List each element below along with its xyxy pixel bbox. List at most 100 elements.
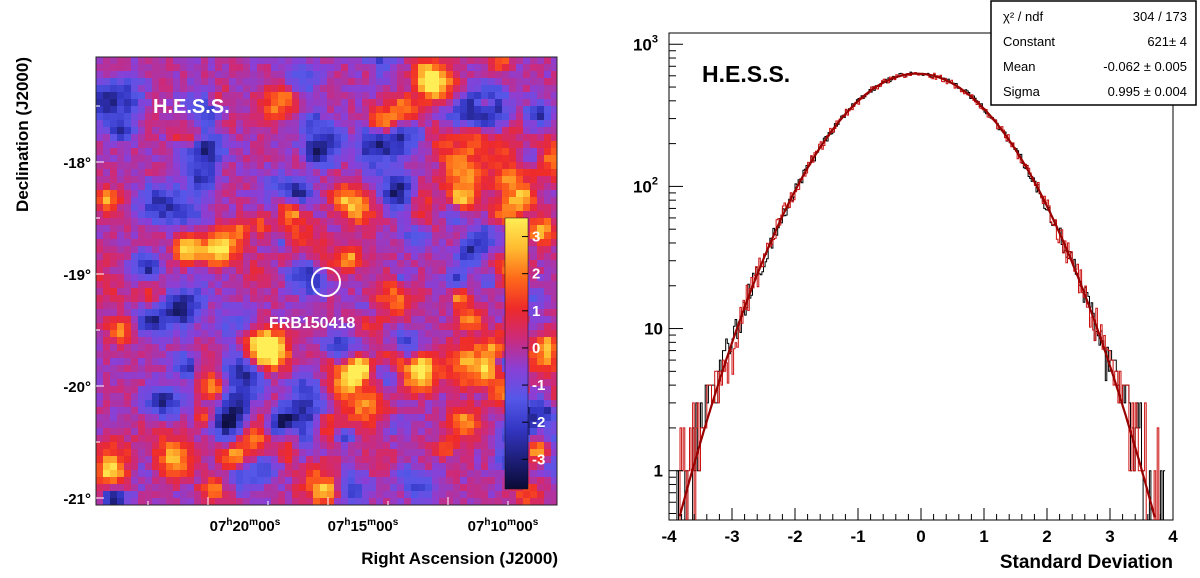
skymap-pixel: [131, 323, 139, 331]
skymap-pixel: [257, 372, 265, 380]
skymap-pixel: [369, 176, 377, 184]
skymap-pixel: [299, 190, 307, 198]
skymap-pixel: [355, 330, 363, 338]
skymap-pixel: [320, 379, 328, 387]
skymap-pixel: [369, 225, 377, 233]
skymap-pixel: [495, 449, 503, 457]
skymap-pixel: [341, 78, 349, 86]
skymap-pixel: [369, 169, 377, 177]
skymap-pixel: [180, 491, 188, 499]
skymap-pixel: [250, 372, 258, 380]
skymap-pixel: [411, 211, 419, 219]
skymap-pixel: [173, 190, 181, 198]
skymap-pixel: [299, 155, 307, 163]
skymap-pixel: [474, 316, 482, 324]
skymap-pixel: [110, 498, 118, 505]
skymap-pixel: [439, 225, 447, 233]
skymap-pixel: [138, 337, 146, 345]
skymap-pixel: [187, 232, 195, 240]
skymap-pixel: [292, 99, 300, 107]
skymap-pixel: [103, 113, 111, 121]
skymap-pixel: [411, 106, 419, 114]
skymap-pixel: [187, 358, 195, 366]
skymap-pixel: [425, 323, 433, 331]
skymap-pixel: [159, 106, 167, 114]
skymap-pixel: [411, 491, 419, 499]
skymap-pixel: [488, 344, 496, 352]
skymap-pixel: [96, 442, 104, 450]
skymap-pixel: [103, 78, 111, 86]
skymap-pixel: [145, 421, 153, 429]
skymap-pixel: [243, 435, 251, 443]
skymap-pixel: [418, 141, 426, 149]
skymap-pixel: [306, 267, 314, 275]
skymap-pixel: [222, 351, 230, 359]
skymap-pixel: [509, 169, 517, 177]
skymap-pixel: [320, 183, 328, 191]
skymap-pixel: [411, 295, 419, 303]
skymap-pixel: [523, 120, 531, 128]
skymap-pixel: [208, 113, 216, 121]
skymap-pixel: [516, 134, 524, 142]
skymap-pixel: [425, 288, 433, 296]
skymap-pixel: [341, 169, 349, 177]
skymap-pixel: [250, 365, 258, 373]
skymap-pixel: [299, 106, 307, 114]
skymap-pixel: [222, 148, 230, 156]
skymap-pixel: [502, 169, 510, 177]
skymap-pixel: [201, 85, 209, 93]
skymap-pixel: [397, 127, 405, 135]
skymap-pixel: [383, 484, 391, 492]
skymap-pixel: [110, 120, 118, 128]
skymap-pixel: [544, 337, 552, 345]
skymap-pixel: [404, 211, 412, 219]
skymap-pixel: [138, 183, 146, 191]
skymap-pixel: [334, 176, 342, 184]
skymap-pixel: [495, 176, 503, 184]
skymap-pixel: [236, 295, 244, 303]
skymap-pixel: [194, 393, 202, 401]
skymap-pixel: [278, 365, 286, 373]
skymap-pixel: [292, 155, 300, 163]
skymap-pixel: [418, 372, 426, 380]
skymap-pixel: [551, 330, 557, 338]
skymap-pixel: [96, 239, 104, 247]
skymap-pixel: [159, 218, 167, 226]
skymap-pixel: [516, 162, 524, 170]
skymap-pixel: [320, 127, 328, 135]
skymap-pixel: [292, 148, 300, 156]
skymap-pixel: [362, 463, 370, 471]
skymap-pixel: [460, 344, 468, 352]
skymap-pixel: [208, 239, 216, 247]
skymap-pixel: [124, 99, 132, 107]
skymap-pixel: [152, 491, 160, 499]
skymap-pixel: [264, 183, 272, 191]
skymap-pixel: [544, 491, 552, 499]
skymap-pixel: [306, 99, 314, 107]
skymap-pixel: [250, 92, 258, 100]
skymap-pixel: [495, 190, 503, 198]
skymap-pixel: [103, 190, 111, 198]
skymap-pixel: [481, 456, 489, 464]
skymap-pixel: [334, 498, 342, 505]
skymap-pixel: [222, 190, 230, 198]
skymap-pixel: [488, 407, 496, 415]
skymap-pixel: [418, 351, 426, 359]
skymap-pixel: [320, 393, 328, 401]
skymap-pixel: [243, 190, 251, 198]
skymap-pixel: [285, 498, 293, 505]
skymap-pixel: [467, 379, 475, 387]
skymap-pixel: [348, 127, 356, 135]
skymap-pixel: [383, 99, 391, 107]
skymap-pixel: [383, 337, 391, 345]
skymap-pixel: [166, 316, 174, 324]
skymap-pixel: [551, 302, 557, 310]
y-tick-labels: 103 102 10 1: [633, 33, 663, 480]
skymap-pixel: [530, 155, 538, 163]
skymap-pixel: [474, 176, 482, 184]
skymap-pixel: [334, 295, 342, 303]
skymap-pixel: [201, 351, 209, 359]
skymap-pixel: [201, 372, 209, 380]
skymap-pixel: [131, 449, 139, 457]
